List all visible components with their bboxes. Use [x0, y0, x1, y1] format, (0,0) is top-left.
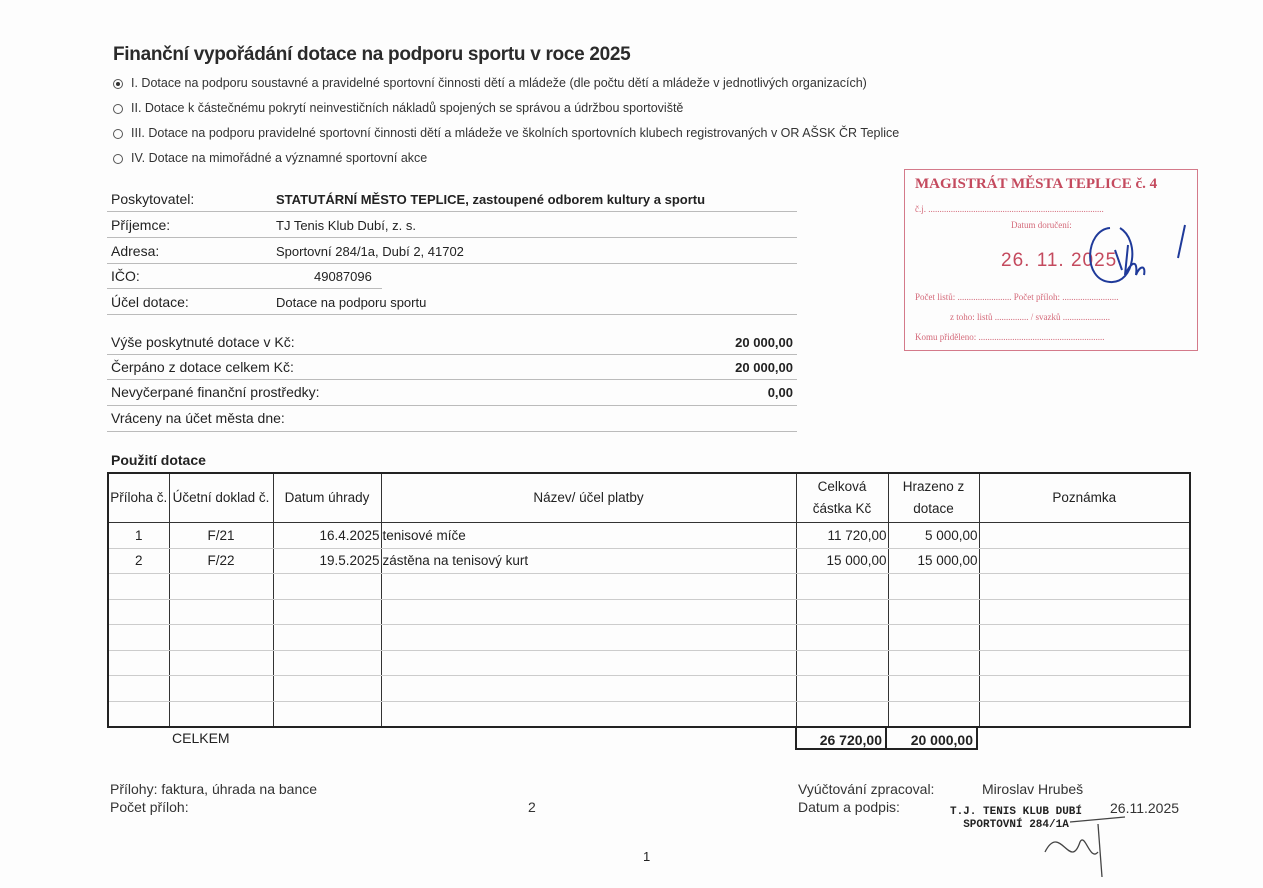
cell: 15 000,00 — [795, 548, 889, 574]
stamp-assigned: Komu přiděleno: ........................… — [915, 332, 1105, 342]
total-subsidy: 20 000,00 — [885, 726, 978, 750]
radio-empty-icon — [113, 153, 123, 164]
info-label: Účel dotace: — [111, 294, 189, 310]
signature-icon — [1089, 224, 1186, 284]
table-row: 2 F/22 19.5.2025 zástěna na tenisový kur… — [107, 548, 1191, 574]
club-stamp: T.J. TENIS KLUB DUBÍ SPORTOVNÍ 284/1A — [949, 806, 1083, 831]
amount-value: 20 000,00 — [735, 360, 793, 375]
cell: 16.4.2025 — [272, 522, 382, 549]
stamp-heading: MAGISTRÁT MĚSTA TEPLICE č. 4 — [915, 176, 1158, 192]
cell: zástěna na tenisový kurt — [380, 548, 797, 574]
prepared-label: Vyúčtování zpracoval: — [798, 781, 935, 797]
radio-selected-icon — [113, 78, 123, 89]
cell: 1 — [107, 522, 170, 549]
stamp-cj: č.j. ...................................… — [915, 204, 1104, 214]
header-note: Poznámka — [978, 473, 1191, 523]
usage-title: Použití dotace — [111, 452, 206, 468]
amount-value: 0,00 — [767, 385, 793, 400]
amount-label: Čerpáno z dotace celkem Kč: — [111, 359, 294, 375]
option-label: IV. Dotace na mimořádné a významné sport… — [131, 151, 428, 165]
stamp-of-which: z toho: listů ............... / svazků .… — [950, 312, 1110, 322]
amount-label: Výše poskytnuté dotace v Kč: — [111, 334, 295, 350]
document-title: Finanční vypořádání dotace na podporu sp… — [113, 44, 631, 65]
prepared-value: Miroslav Hrubeš — [982, 781, 1084, 797]
table-row-empty — [107, 675, 1191, 702]
table-row-empty — [107, 599, 1191, 625]
table-row: 1 F/21 16.4.2025 tenisové míče 11 720,00… — [107, 522, 1191, 549]
option-2: II. Dotace k částečnému pokrytí neinvest… — [113, 101, 683, 115]
stamp-received: Datum doručení: — [1011, 220, 1072, 230]
header-date: Datum úhrady — [272, 473, 382, 523]
usage-table: Příloha č. Účetní doklad č. Datum úhrady… — [107, 472, 1191, 728]
option-label: II. Dotace k částečnému pokrytí neinvest… — [131, 101, 684, 115]
amount-value: 20 000,00 — [735, 335, 793, 350]
amount-label: Vráceny na účet města dne: — [111, 410, 285, 426]
cell: 15 000,00 — [887, 548, 980, 574]
table-row-empty — [107, 650, 1191, 676]
registry-stamp: MAGISTRÁT MĚSTA TEPLICE č. 4 č.j. ......… — [904, 169, 1198, 351]
table-header-row: Příloha č. Účetní doklad č. Datum úhrady… — [107, 473, 1191, 523]
attachments-count-label: Počet příloh: — [110, 799, 189, 815]
option-4: IV. Dotace na mimořádné a významné sport… — [113, 151, 427, 165]
total-label: CELKEM — [172, 730, 230, 746]
cell — [978, 548, 1191, 574]
header-subsidy: Hrazeno z dotace — [887, 473, 980, 523]
cell: F/22 — [168, 548, 274, 574]
info-value: Dotace na podporu sportu — [276, 295, 427, 310]
page-number: 1 — [643, 849, 651, 864]
cell: 2 — [107, 548, 170, 574]
header-purpose: Název/ účel platby — [380, 473, 797, 523]
date-label: Datum a podpis: — [798, 799, 900, 815]
header-total: Celková částka Kč — [795, 473, 889, 523]
option-label: III. Dotace na podporu pravidelné sporto… — [131, 126, 900, 140]
cell — [978, 522, 1191, 549]
footer-signature-icon — [1044, 816, 1126, 878]
header-doc: Účetní doklad č. — [168, 473, 274, 523]
info-value: TJ Tenis Klub Dubí, z. s. — [276, 218, 416, 233]
cell: F/21 — [168, 522, 274, 549]
info-label: IČO: — [111, 268, 140, 284]
attachments-line: Přílohy: faktura, úhrada na bance — [110, 781, 318, 797]
cell: 19.5.2025 — [272, 548, 382, 574]
table-row-empty — [107, 624, 1191, 651]
cell: 11 720,00 — [795, 522, 889, 549]
stamp-date: 26. 11. 2025 — [1001, 250, 1118, 271]
stamp-sheets: Počet listů: ........................ Po… — [915, 292, 1119, 302]
table-row-empty — [107, 701, 1191, 728]
info-value: Sportovní 284/1a, Dubí 2, 41702 — [276, 244, 464, 259]
radio-empty-icon — [113, 128, 123, 139]
total-amount: 26 720,00 — [795, 726, 887, 750]
info-label: Poskytovatel: — [111, 191, 195, 207]
option-1: I. Dotace na podporu soustavné a pravide… — [113, 76, 867, 90]
cell: tenisové míče — [380, 522, 797, 549]
attachments-count-value: 2 — [528, 799, 536, 815]
date-value: 26.11.2025 — [1110, 800, 1180, 816]
radio-empty-icon — [113, 103, 123, 114]
info-label: Adresa: — [111, 243, 160, 259]
info-label: Příjemce: — [111, 217, 171, 233]
option-3: III. Dotace na podporu pravidelné sporto… — [113, 126, 899, 140]
amount-label: Nevyčerpané finanční prostředky: — [111, 384, 320, 400]
info-value: STATUTÁRNÍ MĚSTO TEPLICE, zastoupené odb… — [276, 192, 706, 207]
option-label: I. Dotace na podporu soustavné a pravide… — [131, 76, 867, 90]
info-value: 49087096 — [314, 269, 372, 284]
cell: 5 000,00 — [887, 522, 980, 549]
table-row-empty — [107, 573, 1191, 600]
header-attachment: Příloha č. — [107, 473, 170, 523]
